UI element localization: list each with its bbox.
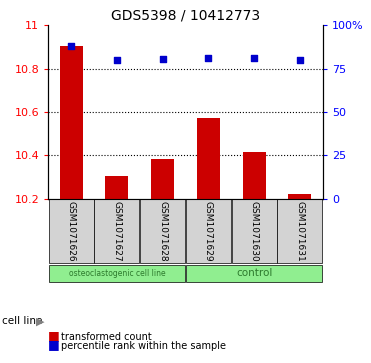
Text: cell line: cell line (2, 316, 42, 326)
Point (251, 56, 257, 61)
Text: GSM1071629: GSM1071629 (204, 201, 213, 261)
FancyBboxPatch shape (232, 199, 276, 263)
FancyBboxPatch shape (49, 265, 185, 282)
Bar (289, 194, 311, 199)
FancyBboxPatch shape (186, 199, 231, 263)
Text: GSM1071628: GSM1071628 (158, 201, 167, 261)
Text: ■: ■ (48, 338, 60, 351)
Text: osteoclastogenic cell line: osteoclastogenic cell line (69, 269, 165, 278)
Bar (60, 46, 82, 199)
Text: ■: ■ (48, 329, 60, 342)
Text: GSM1071630: GSM1071630 (250, 201, 259, 261)
Point (68, 43, 74, 49)
Bar (105, 176, 128, 199)
Point (160, 56, 165, 62)
Point (114, 57, 120, 63)
Title: GDS5398 / 10412773: GDS5398 / 10412773 (111, 9, 260, 23)
Text: transformed count: transformed count (61, 331, 152, 342)
Point (297, 57, 303, 63)
FancyBboxPatch shape (49, 199, 93, 263)
FancyBboxPatch shape (140, 199, 185, 263)
Text: GSM1071631: GSM1071631 (295, 201, 304, 261)
Text: percentile rank within the sample: percentile rank within the sample (61, 340, 226, 351)
Point (206, 56, 211, 61)
FancyBboxPatch shape (95, 199, 139, 263)
FancyBboxPatch shape (278, 199, 322, 263)
Text: GSM1071626: GSM1071626 (67, 201, 76, 261)
Text: ▶: ▶ (36, 316, 45, 326)
Bar (151, 159, 174, 199)
Bar (197, 118, 220, 199)
Bar (243, 152, 266, 199)
Text: control: control (236, 268, 272, 278)
Text: GSM1071627: GSM1071627 (112, 201, 121, 261)
FancyBboxPatch shape (186, 265, 322, 282)
